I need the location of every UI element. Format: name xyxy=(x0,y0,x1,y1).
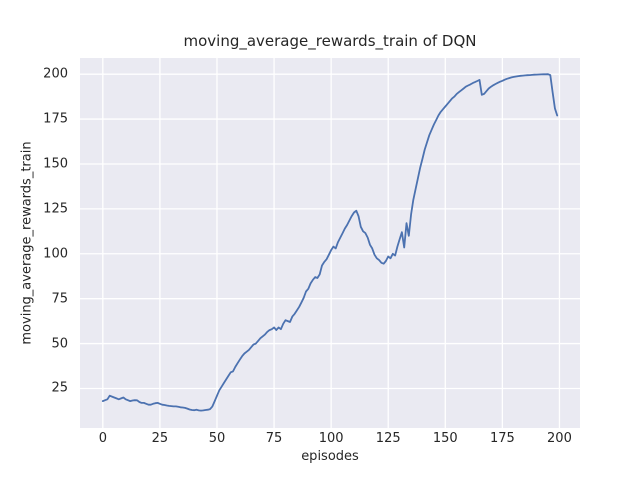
x-tick-label: 125 xyxy=(375,431,401,446)
x-tick-label: 50 xyxy=(208,431,226,446)
y-tick-label: 150 xyxy=(43,156,68,172)
y-tick-label: 75 xyxy=(51,291,68,307)
x-tick-label: 100 xyxy=(318,431,344,446)
y-axis-label: moving_average_rewards_train xyxy=(19,141,35,345)
x-tick-label: 75 xyxy=(265,431,283,446)
y-tick-label: 100 xyxy=(43,246,68,262)
y-tick-label: 25 xyxy=(51,380,68,396)
x-tick-label: 0 xyxy=(98,431,107,446)
y-tick-label: 200 xyxy=(43,66,68,82)
x-axis-label: episodes xyxy=(301,449,359,464)
series-line-moving_average_rewards_train xyxy=(101,73,559,412)
x-tick-label: 150 xyxy=(432,431,458,446)
x-tick-label: 200 xyxy=(547,431,572,446)
y-tick-label: 50 xyxy=(51,336,68,352)
x-tick-label: 25 xyxy=(151,431,169,446)
chart-title: moving_average_rewards_train of DQN xyxy=(183,32,477,50)
x-tick-label: 175 xyxy=(489,431,515,446)
y-tick-label: 175 xyxy=(43,111,68,127)
y-tick-label: 125 xyxy=(43,201,68,217)
